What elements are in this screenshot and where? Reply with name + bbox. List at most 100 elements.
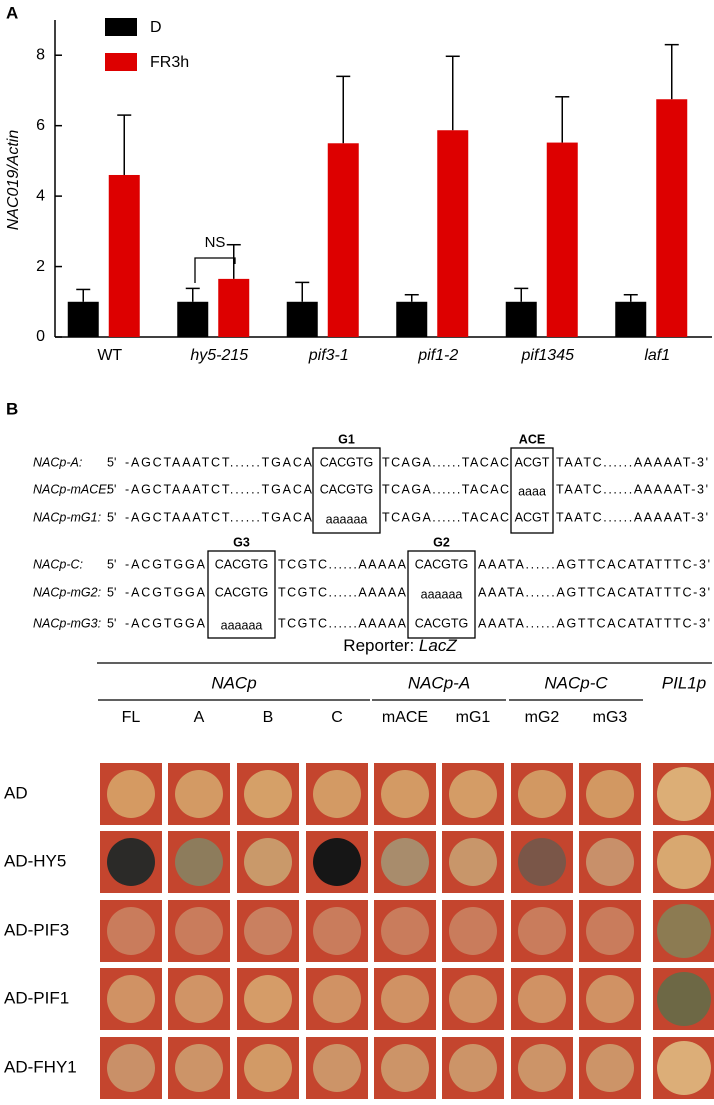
colony-spot [586,975,634,1023]
colony-spot [586,770,634,818]
motif-sequence: CACGTG [215,557,268,571]
colony-spot [107,770,155,818]
motif-label: G3 [233,535,250,549]
colony-spot [107,1044,155,1092]
motif-box [510,447,554,534]
annotation: NS [205,234,226,251]
row-label: AD-PIF3 [4,920,69,939]
sequence-part: AAATA......AGTTCACATATTTC-3' [478,557,710,571]
bar [437,130,469,337]
sequence-part: TCAGA......TACAC [382,482,509,496]
x-tick-label: pif1345 [521,347,575,364]
y-tick-label: 0 [36,328,45,345]
prime-label: 5' [107,482,116,496]
colony-spot [449,770,497,818]
colony-spot [313,1044,361,1092]
motif-sequence: ACGT [515,510,550,524]
colony-spot [518,770,566,818]
colony-spot [657,767,711,821]
x-tick-label: pif1-2 [417,347,458,364]
bar [505,301,537,337]
bar [177,301,209,337]
colony-spot [657,972,711,1026]
sequence-part: TCGTC......AAAAA [278,585,407,599]
motif-label: G1 [338,432,355,446]
colony-spot [586,838,634,886]
colony-spot [175,838,223,886]
legend-swatch [105,53,137,71]
colony-spot [518,907,566,955]
sequence-part: TCAGA......TACAC [382,510,509,524]
sequence-part: AAATA......AGTTCACATATTTC-3' [478,616,710,630]
assay-title: Reporter: LacZ [343,636,457,655]
y-tick-label: 4 [36,187,45,204]
sequence-part: TAATC......AAAAAT-3' [556,455,708,469]
colony-spot [449,907,497,955]
colony-spot [175,770,223,818]
legend-swatch [105,18,137,36]
title: Reporter: [343,636,414,655]
group-label: NACp-C [544,673,608,692]
group-label: PIL1p [662,673,706,692]
bar [327,143,359,337]
colony-spot [449,1044,497,1092]
colony-spot [175,1044,223,1092]
colony-spot [449,975,497,1023]
title-italic: LacZ [419,636,457,655]
colony-spot [586,1044,634,1092]
column-label: mACE [382,709,428,726]
motif-label: G2 [433,535,450,549]
y-axis-label: NAC019/Actin [5,130,22,231]
motif-sequence: ACGT [515,455,550,469]
colony-spot [381,838,429,886]
colony-spot [518,1044,566,1092]
sequence-part: -AGCTAAATCT......TGACA [125,455,313,469]
x-tick-label: hy5-215 [190,347,248,364]
column-label: B [263,709,274,726]
prime-label: 5' [107,557,116,571]
column-label: mG3 [593,709,628,726]
colony-spot [107,907,155,955]
colony-spot [518,975,566,1023]
motif-box [407,550,476,639]
column-label: mG2 [525,709,560,726]
x-tick-label: laf1 [644,347,670,364]
motif-sequence: aaaaaa [421,587,463,601]
colony-spot [657,1041,711,1095]
row-label: AD [4,783,28,802]
colony-spot [381,1044,429,1092]
sequence-part: TAATC......AAAAAT-3' [556,482,708,496]
column-label: A [194,709,205,726]
colony-spot [175,907,223,955]
colony-spot [244,975,292,1023]
bar [546,142,578,337]
colony-spot [244,770,292,818]
bar [67,301,99,337]
colony-spot [381,770,429,818]
significance-bracket [194,257,236,283]
motif-box [207,550,276,639]
x-tick-label: pif3-1 [308,347,349,364]
sequence-name: NACp-mG3: [33,616,101,630]
sequence-name: NACp-mACE: [33,482,110,496]
colony-spot [449,838,497,886]
motif-box [312,447,381,534]
y-tick-label: 8 [36,46,45,63]
motif-sequence: aaaa [518,484,546,498]
motif-sequence: CACGTG [320,482,373,496]
sequence-part: -ACGTGGA [125,585,206,599]
y-tick-label: 6 [36,117,45,134]
sequence-part: -ACGTGGA [125,616,206,630]
colony-spot [175,975,223,1023]
motif-sequence: aaaaaa [221,618,263,632]
sequence-part: -AGCTAAATCT......TGACA [125,482,313,496]
row-label: AD-PIF1 [4,988,69,1007]
x-tick-label: WT [97,347,122,364]
colony-spot [107,975,155,1023]
sequence-part: -ACGTGGA [125,557,206,571]
colony-spot [313,838,361,886]
prime-label: 5' [107,585,116,599]
colony-spot [657,904,711,958]
sequence-part: TCAGA......TACAC [382,455,509,469]
